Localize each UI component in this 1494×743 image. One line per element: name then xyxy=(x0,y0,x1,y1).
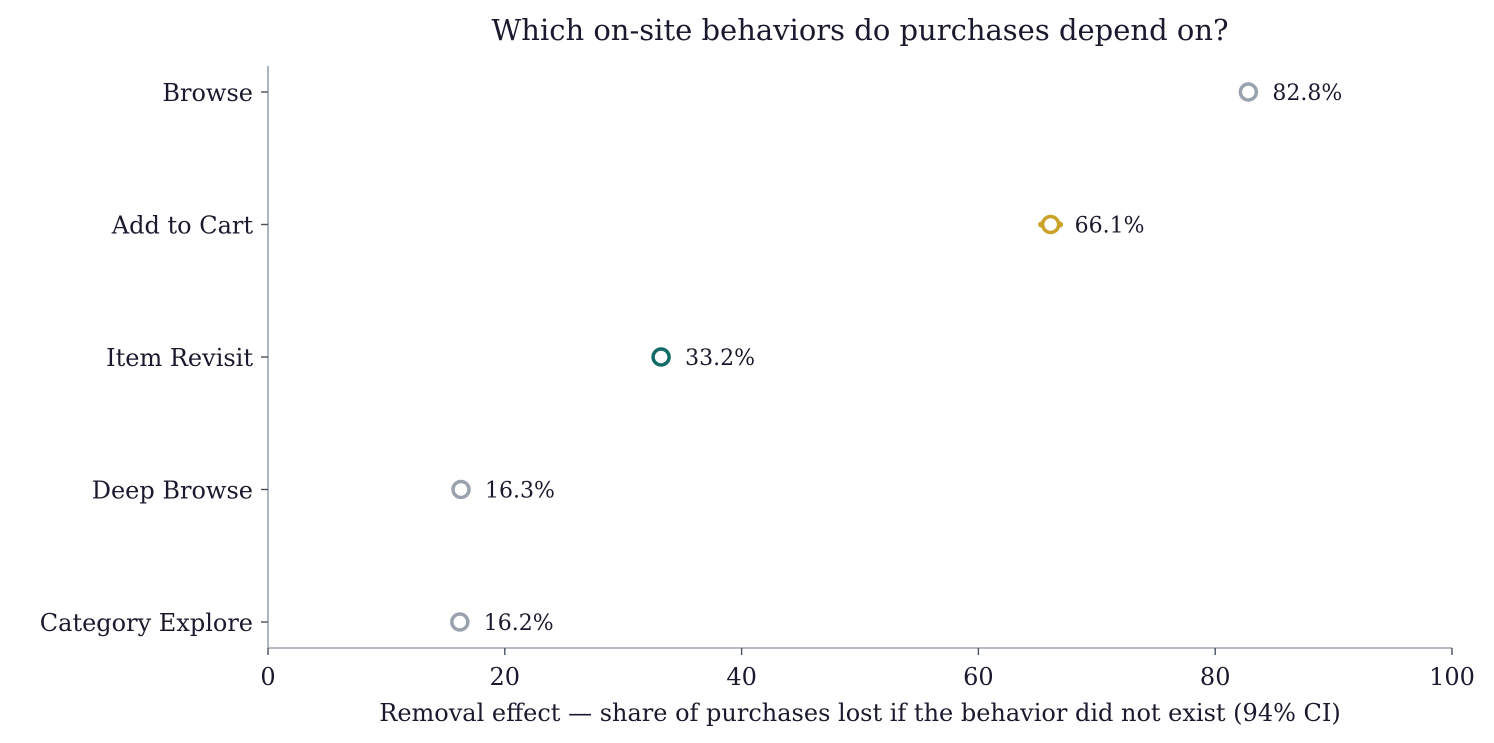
x-tick-label: 0 xyxy=(260,663,275,691)
data-point xyxy=(1040,214,1061,235)
value-label: 33.2% xyxy=(685,346,755,371)
x-tick-label: 100 xyxy=(1429,663,1475,691)
value-label: 16.2% xyxy=(484,611,554,636)
x-tick-label: 40 xyxy=(726,663,757,691)
category-label: Browse xyxy=(162,79,253,107)
data-point xyxy=(451,479,471,500)
data-points: 82.8% 66.1% 33.2% 16.3% 16.2% xyxy=(450,81,1342,636)
category-label: Item Revisit xyxy=(106,344,253,372)
category-label: Category Explore xyxy=(40,609,253,637)
value-label: 82.8% xyxy=(1272,81,1342,106)
value-label: 16.3% xyxy=(485,479,555,504)
x-ticks: 0 20 40 60 80 100 xyxy=(260,648,1475,691)
x-tick-label: 20 xyxy=(490,663,521,691)
axes xyxy=(267,66,1452,649)
category-label: Add to Cart xyxy=(111,212,254,240)
data-point xyxy=(1238,82,1259,102)
x-axis-label: Removal effect — share of purchases lost… xyxy=(379,699,1340,727)
data-point xyxy=(450,612,470,632)
y-categories: Browse Add to Cart Item Revisit Deep Browse… xyxy=(40,79,268,637)
x-tick-label: 80 xyxy=(1200,663,1231,691)
chart-title: Which on-site behaviors do purchases dep… xyxy=(491,13,1228,47)
data-point xyxy=(651,347,671,367)
value-label: 66.1% xyxy=(1075,214,1145,239)
category-label: Deep Browse xyxy=(92,477,253,505)
x-tick-label: 60 xyxy=(963,663,994,691)
